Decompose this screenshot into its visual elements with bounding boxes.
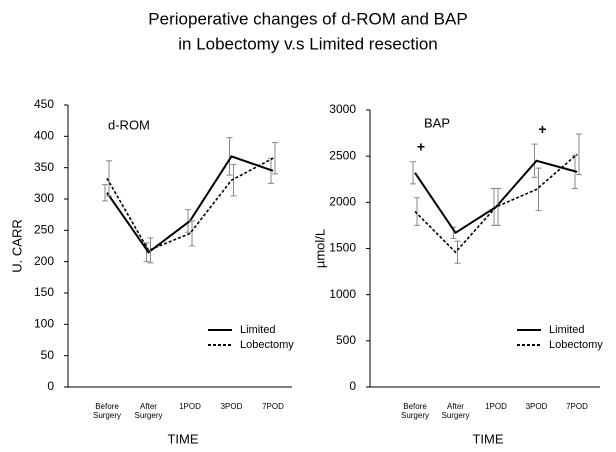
y-tick-label: 200 xyxy=(34,254,54,268)
y-tick-label: 400 xyxy=(34,129,54,143)
error-bar xyxy=(535,167,542,212)
y-tick-label: 250 xyxy=(34,223,54,237)
error-bar xyxy=(185,209,191,233)
legend-label: Limited xyxy=(549,324,584,336)
annotation: + xyxy=(417,138,425,154)
error-bar xyxy=(106,160,112,197)
series-line xyxy=(414,159,578,235)
error-bar xyxy=(576,133,582,176)
legend-label: Lobectomy xyxy=(240,339,294,351)
y-tick-label: 300 xyxy=(34,191,54,205)
chart-title: BAP xyxy=(424,115,450,130)
x-axis-label: TIME xyxy=(472,431,503,446)
x-tick-label: 1POD xyxy=(485,402,507,411)
error-bar xyxy=(226,137,233,176)
x-tick-label: 3POD xyxy=(220,402,243,411)
y-tick-label: 50 xyxy=(41,348,55,362)
y-tick-label: 0 xyxy=(47,379,54,393)
y-tick-label: 450 xyxy=(34,97,54,111)
x-tick-label: After Surgery xyxy=(134,402,163,420)
error-bar xyxy=(495,187,501,226)
error-bar xyxy=(230,164,237,197)
y-tick-label: 3000 xyxy=(329,102,356,116)
annotation: + xyxy=(538,121,546,137)
y-tick-label: 1500 xyxy=(329,241,356,255)
error-bar xyxy=(272,142,278,175)
title-line-1: Perioperative changes of d-ROM and BAP xyxy=(148,9,467,28)
error-bar xyxy=(414,197,420,226)
legend-label: Limited xyxy=(240,324,275,336)
chart-title: d-ROM xyxy=(108,117,150,132)
legend-label: Lobectomy xyxy=(549,339,603,351)
x-tick-label: After Surgery xyxy=(441,402,470,420)
error-bar xyxy=(454,240,461,264)
x-tick-label: 7POD xyxy=(566,402,588,411)
title-line-2: in Lobectomy v.s Limited resection xyxy=(178,34,438,53)
y-tick-label: 500 xyxy=(336,333,356,347)
series-line xyxy=(106,155,274,254)
error-bar xyxy=(189,220,195,247)
series-line xyxy=(414,153,578,254)
y-tick-label: 350 xyxy=(34,160,54,174)
x-tick-label: Before Surgery xyxy=(400,402,429,420)
error-bar xyxy=(410,161,416,185)
y-tick-label: 2000 xyxy=(329,195,356,209)
y-tick-label: 0 xyxy=(349,379,356,393)
error-bar xyxy=(531,143,538,178)
y-axis-label: µmol/L xyxy=(312,229,327,268)
y-tick-label: 1000 xyxy=(329,287,356,301)
error-bar xyxy=(102,184,108,202)
y-tick-label: 2500 xyxy=(329,148,356,162)
x-axis-label: TIME xyxy=(167,431,198,446)
y-axis-label: U. CARR xyxy=(9,219,24,272)
y-tick-label: 100 xyxy=(34,317,54,331)
x-tick-label: 3POD xyxy=(525,402,548,411)
x-tick-label: Before Surgery xyxy=(92,402,121,420)
x-tick-label: 1POD xyxy=(179,402,201,411)
y-tick-label: 150 xyxy=(34,285,54,299)
series-line xyxy=(106,157,274,252)
error-bar xyxy=(143,242,150,263)
x-tick-label: 7POD xyxy=(262,402,284,411)
